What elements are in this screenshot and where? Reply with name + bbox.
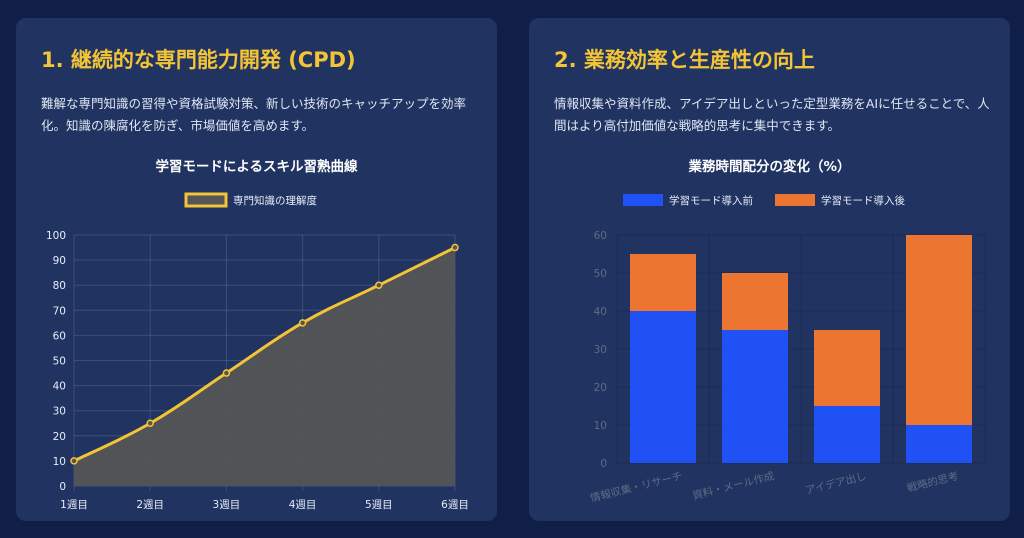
y-tick-label: 50 — [53, 356, 66, 368]
x-tick-label: 6週目 — [441, 499, 469, 511]
y-tick-label: 40 — [53, 381, 66, 393]
x-tick-label: 1週目 — [60, 499, 88, 511]
bar-segment — [906, 425, 972, 463]
y-tick-label: 40 — [594, 306, 607, 318]
x-tick-label: アイデア出し — [804, 469, 868, 497]
series-area — [74, 247, 455, 486]
y-tick-label: 10 — [53, 456, 66, 468]
y-tick-label: 30 — [53, 406, 66, 418]
y-tick-label: 60 — [594, 230, 607, 242]
skill-line-chart: 専門知識の理解度 0 10 20 30 40 50 60 70 80 90 100 1週目 2週目 3週目 4… — [46, 192, 469, 511]
bar-segment — [722, 273, 788, 330]
legend-label: 専門知識の理解度 — [233, 194, 317, 207]
x-tick-label: 情報収集・リサーチ — [589, 469, 684, 504]
y-tick-label: 10 — [594, 420, 607, 432]
y-tick-label: 80 — [53, 280, 66, 292]
bar-segment — [814, 406, 880, 463]
x-tick-label: 資料・メール作成 — [691, 469, 776, 502]
bar-segment — [630, 254, 696, 311]
y-tick-label: 100 — [46, 230, 66, 242]
x-tick-label: 4週目 — [289, 499, 317, 511]
x-tick-label: 5週目 — [365, 499, 393, 511]
legend-label: 学習モード導入前 — [669, 194, 753, 207]
time-allocation-bar-chart: 学習モード導入前 学習モード導入後 0 10 20 30 40 50 60 情報収集・リサーチ 資料… — [589, 194, 986, 505]
y-tick-label: 0 — [600, 458, 607, 470]
card-description: 情報収集や資料作成、アイデア出しといった定型業務をAIに任せることで、人間はより… — [554, 96, 990, 133]
efficiency-card: 2. 業務効率と生産性の向上 情報収集や資料作成、アイデア出しといった定型業務を… — [529, 18, 1010, 521]
legend-swatch-after — [775, 194, 815, 206]
cpd-card: 1. 継続的な専門能力開発 (CPD) 難解な専門知識の習得や資格試験対策、新し… — [16, 18, 497, 521]
data-point — [146, 419, 154, 427]
x-tick-label: 戦略的思考 — [906, 469, 960, 494]
y-tick-label: 50 — [594, 268, 607, 280]
y-tick-label: 20 — [53, 431, 66, 443]
card-description: 難解な専門知識の習得や資格試験対策、新しい技術のキャッチアップを効率化。知識の陳… — [41, 96, 467, 133]
bar-segment — [814, 330, 880, 406]
y-tick-label: 90 — [53, 255, 66, 267]
data-point — [222, 369, 231, 377]
x-tick-label: 2週目 — [136, 499, 164, 511]
bar-segment — [630, 311, 696, 463]
data-point — [451, 243, 459, 252]
card-title: 1. 継続的な専門能力開発 (CPD) — [41, 48, 356, 72]
y-tick-label: 60 — [53, 330, 66, 342]
data-point — [375, 281, 383, 289]
card-title: 2. 業務効率と生産性の向上 — [554, 48, 815, 72]
series-line — [73, 246, 456, 463]
y-tick-label: 20 — [594, 382, 607, 394]
y-tick-label: 30 — [594, 344, 607, 356]
legend-label: 学習モード導入後 — [821, 194, 905, 207]
bar-chart-title: 業務時間配分の変化（%） — [688, 159, 851, 175]
data-point — [298, 319, 307, 327]
bar-segment — [906, 235, 972, 425]
legend-swatch-before — [623, 194, 663, 206]
data-point — [70, 457, 78, 465]
y-tick-label: 70 — [53, 305, 66, 317]
legend-swatch — [184, 192, 228, 208]
bar-segment — [722, 330, 788, 463]
line-chart-title: 学習モードによるスキル習熟曲線 — [155, 159, 358, 175]
x-tick-label: 3週目 — [213, 499, 241, 511]
y-tick-label: 0 — [59, 481, 66, 493]
